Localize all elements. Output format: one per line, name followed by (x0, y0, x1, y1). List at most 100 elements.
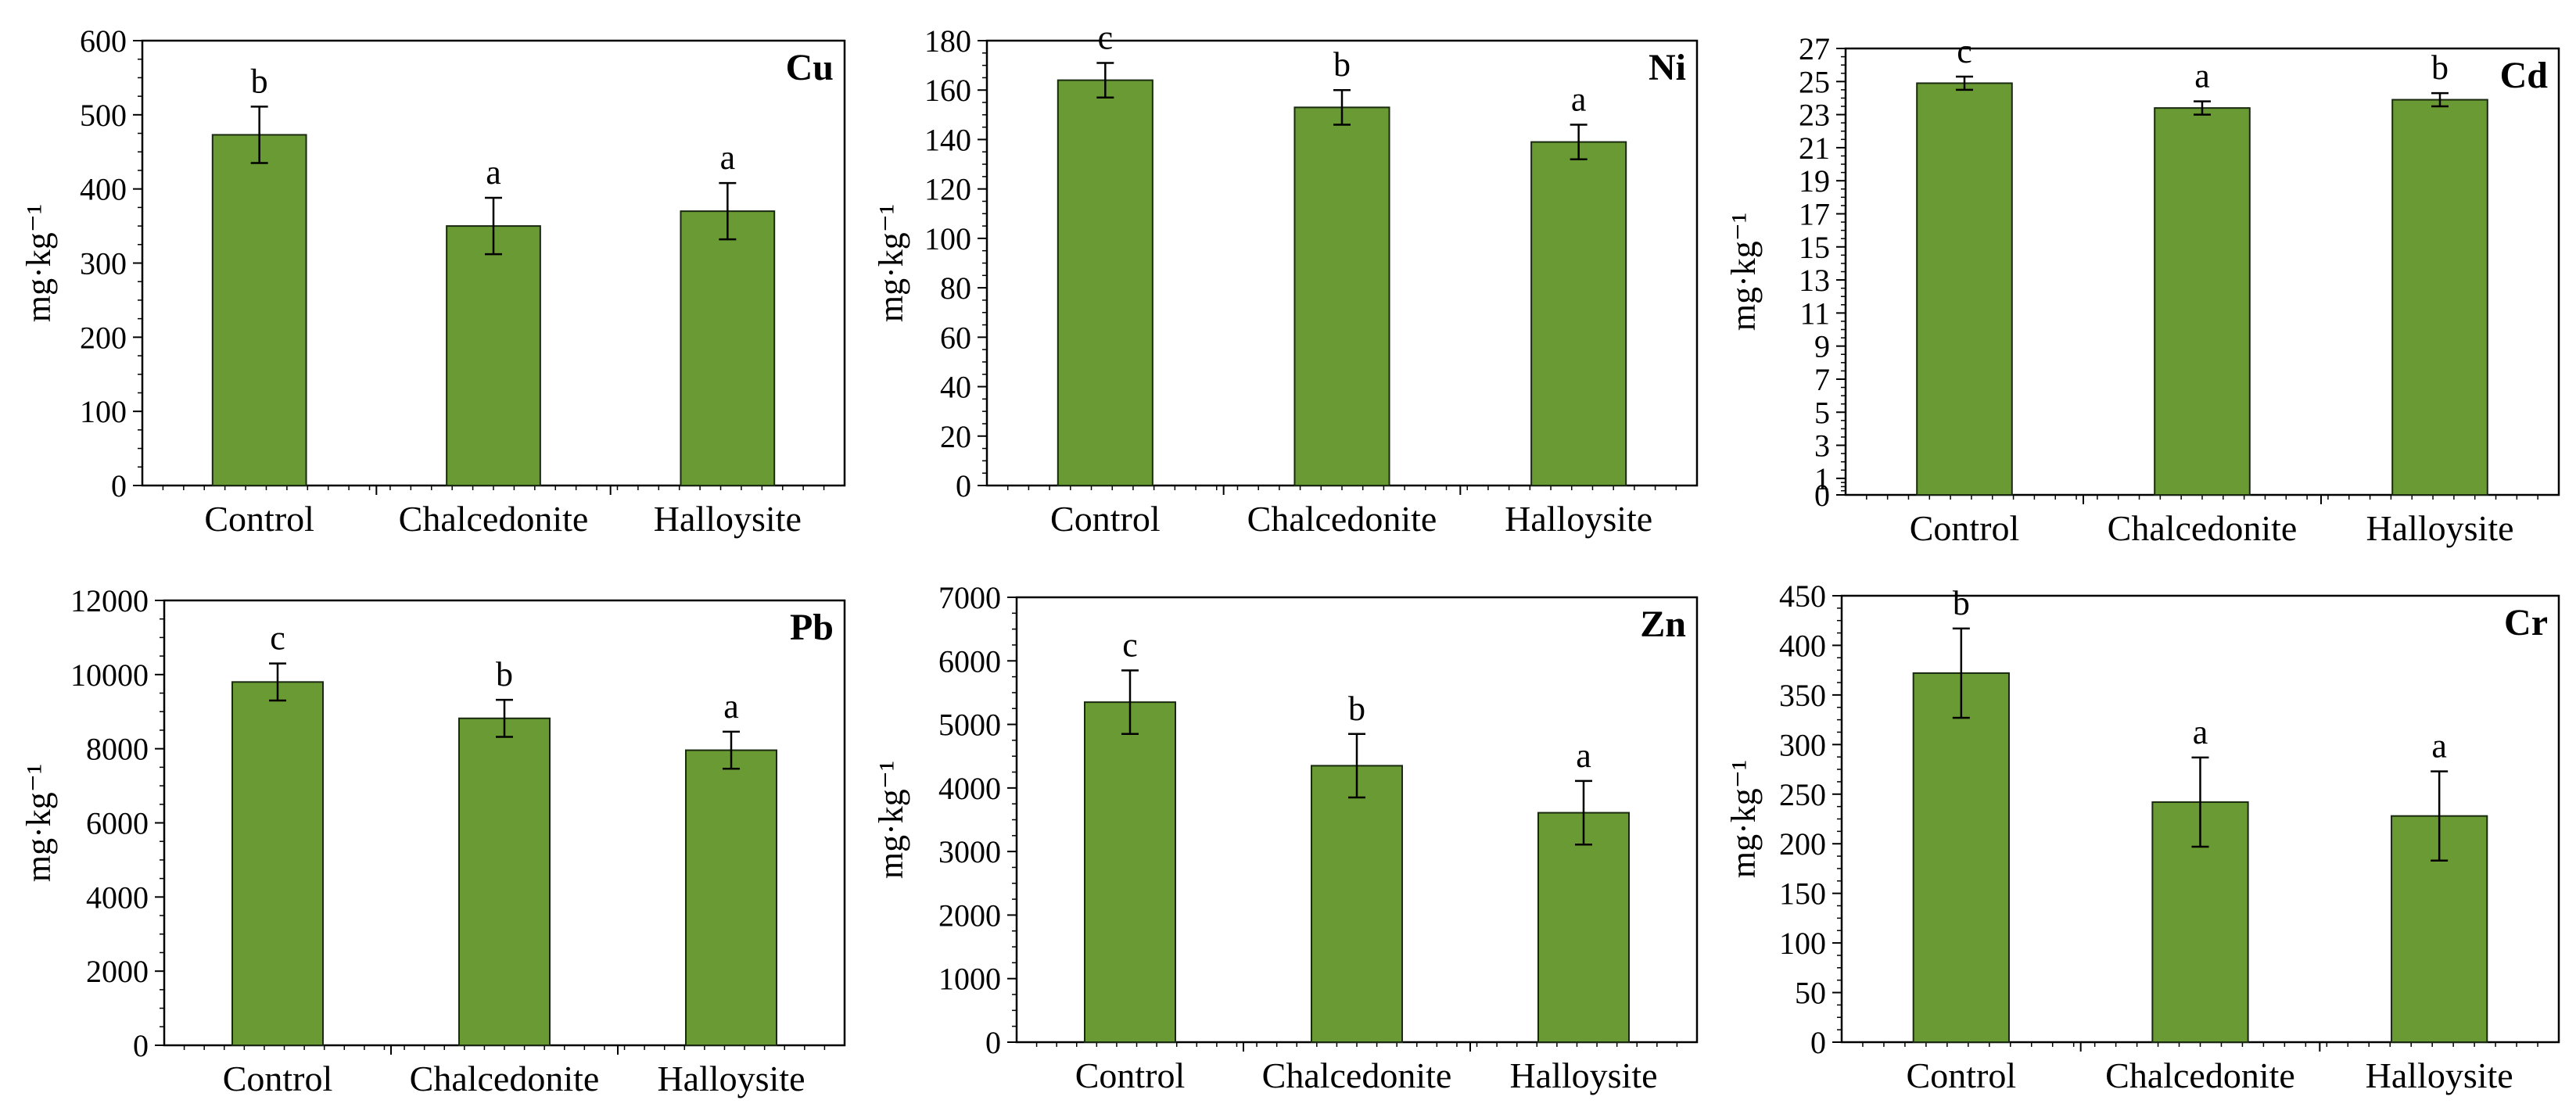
y-tick-label: 19 (1799, 163, 1830, 199)
y-tick-label: 15 (1799, 230, 1830, 265)
bar-chalcedonite (458, 717, 551, 1046)
y-tick-label: 0 (133, 1028, 149, 1063)
error-bar (2194, 100, 2211, 116)
error-bar (2191, 756, 2209, 848)
y-tick-label: 180 (924, 23, 971, 59)
y-tick-label: 60 (940, 320, 971, 355)
y-axis-label: mg·kg⁻¹ (1724, 213, 1763, 331)
x-category-label: Control (223, 1059, 333, 1098)
x-category-label: Halloysite (654, 499, 802, 539)
error-bar (1333, 88, 1351, 126)
x-category-label: Control (1910, 508, 2020, 548)
significance-letter: a (723, 687, 739, 726)
x-category-label: Control (1907, 1055, 2017, 1095)
bar-control (1084, 701, 1176, 1043)
bar-halloysite (1537, 812, 1630, 1043)
x-category-label: Chalcedonite (2105, 1055, 2295, 1095)
y-tick-label: 1000 (938, 962, 1001, 997)
y-tick-label: 200 (1779, 826, 1826, 862)
y-tick-label: 3 (1814, 428, 1830, 464)
bar-halloysite (2391, 99, 2488, 496)
x-category-label: Halloysite (2366, 1055, 2513, 1095)
x-category-label: Halloysite (2366, 508, 2513, 548)
y-tick-label: 2000 (86, 954, 149, 989)
significance-letter: c (1957, 32, 1972, 70)
significance-letter: c (270, 619, 285, 658)
bar-chalcedonite (446, 225, 541, 486)
bar-halloysite (680, 210, 776, 486)
y-tick-label: 500 (80, 98, 127, 133)
y-tick-label: 200 (80, 320, 127, 355)
bar-control (1057, 79, 1153, 487)
error-bar (719, 181, 737, 241)
y-tick-label: 0 (985, 1025, 1001, 1060)
y-tick-label: 600 (80, 23, 127, 59)
chart-svg: 0 20 40 60 80 100 120 140 160 180 c Control b Chalced… (872, 18, 1699, 539)
bar-halloysite (1530, 141, 1627, 486)
y-tick-label: 27 (1799, 31, 1830, 66)
significance-letter: b (496, 655, 513, 693)
y-tick-label: 4000 (938, 771, 1001, 806)
y-axis-label: mg·kg⁻¹ (20, 204, 58, 322)
error-bar (250, 106, 268, 164)
y-axis-label: mg·kg⁻¹ (872, 204, 910, 322)
significance-letter: c (1098, 18, 1114, 56)
x-category-label: Chalcedonite (1262, 1055, 1452, 1095)
x-category-label: Control (1050, 499, 1161, 539)
significance-letter: b (1348, 690, 1365, 728)
y-tick-label: 80 (940, 271, 971, 306)
y-tick-label: 250 (1779, 777, 1826, 812)
chart-panel-cu: 0 100 200 300 400 500 600 b Control a Chalcedonite… (0, 0, 852, 559)
y-tick-label: 300 (80, 246, 127, 281)
y-tick-label: 400 (1779, 628, 1826, 663)
error-bar (1952, 627, 1970, 719)
y-axis-label: mg·kg⁻¹ (1724, 760, 1763, 878)
error-bar (1096, 62, 1114, 99)
error-bar (1575, 779, 1592, 846)
x-category-label: Halloysite (1505, 499, 1652, 539)
error-bar (485, 196, 502, 256)
y-tick-label: 120 (924, 172, 971, 207)
y-tick-label: 9 (1814, 329, 1830, 364)
x-category-label: Halloysite (1509, 1055, 1657, 1095)
bar-control (1912, 672, 2010, 1043)
y-tick-label: 23 (1799, 98, 1830, 133)
y-tick-label: 21 (1799, 131, 1830, 166)
chart-panel-ni: 0 20 40 60 80 100 120 140 160 180 c Control b Chalced… (852, 0, 1705, 559)
error-bar (2431, 91, 2449, 108)
x-category-label: Chalcedonite (1247, 499, 1437, 539)
x-category-label: Control (1075, 1055, 1186, 1095)
y-tick-label: 7 (1814, 362, 1830, 397)
y-tick-label: 150 (1779, 876, 1826, 912)
significance-letter: b (2431, 48, 2449, 87)
chart-panel-cr: 0 50 100 150 200 250 300 350 400 450 b Control a Chal… (1705, 559, 2576, 1118)
significance-letter: b (251, 62, 268, 100)
y-tick-label: 1 (1814, 461, 1830, 496)
bar-control (211, 134, 307, 487)
y-tick-label: 100 (1779, 926, 1826, 961)
significance-letter: a (2431, 727, 2447, 765)
element-label: Ni (1649, 47, 1686, 88)
bar-chalcedonite (2154, 107, 2251, 496)
y-tick-label: 140 (924, 122, 971, 157)
significance-letter: a (1576, 736, 1591, 775)
significance-letter: a (1571, 80, 1587, 118)
y-tick-label: 8000 (86, 732, 149, 767)
error-bar (1570, 124, 1588, 160)
error-bar (269, 662, 286, 702)
significance-letter: a (2194, 57, 2210, 95)
y-tick-label: 160 (924, 73, 971, 108)
significance-letter: b (1953, 584, 1970, 622)
y-tick-label: 0 (111, 468, 127, 503)
significance-letter: a (486, 153, 501, 192)
bar-halloysite (685, 749, 777, 1047)
chart-panel-zn: 0 1000 2000 3000 4000 5000 6000 7000 c Control b Ch… (852, 559, 1705, 1118)
y-tick-label: 4000 (86, 880, 149, 915)
element-label: Pb (790, 607, 834, 648)
y-tick-label: 40 (940, 370, 971, 405)
chart-svg: 0 50 100 150 200 250 300 350 400 450 b Control a Chal… (1724, 579, 2560, 1095)
y-tick-label: 300 (1779, 727, 1826, 762)
y-tick-label: 0 (1810, 1025, 1826, 1060)
y-tick-label: 350 (1779, 678, 1826, 713)
